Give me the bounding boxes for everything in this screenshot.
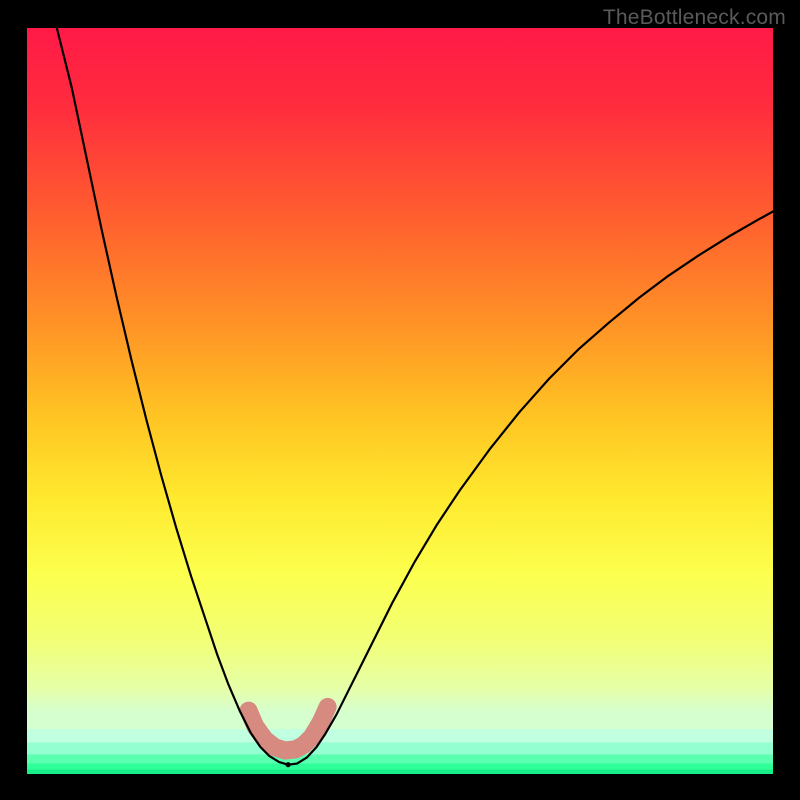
- green-band-stripes: [27, 713, 773, 774]
- bottleneck-curve-chart: [27, 28, 773, 774]
- watermark-text: TheBottleneck.com: [603, 6, 786, 30]
- curve-minimum-marker: [286, 762, 291, 767]
- figure-root: { "watermark": { "text": "TheBottleneck.…: [0, 0, 800, 800]
- chart-plot-area: [27, 28, 773, 774]
- gradient-background: [27, 28, 773, 774]
